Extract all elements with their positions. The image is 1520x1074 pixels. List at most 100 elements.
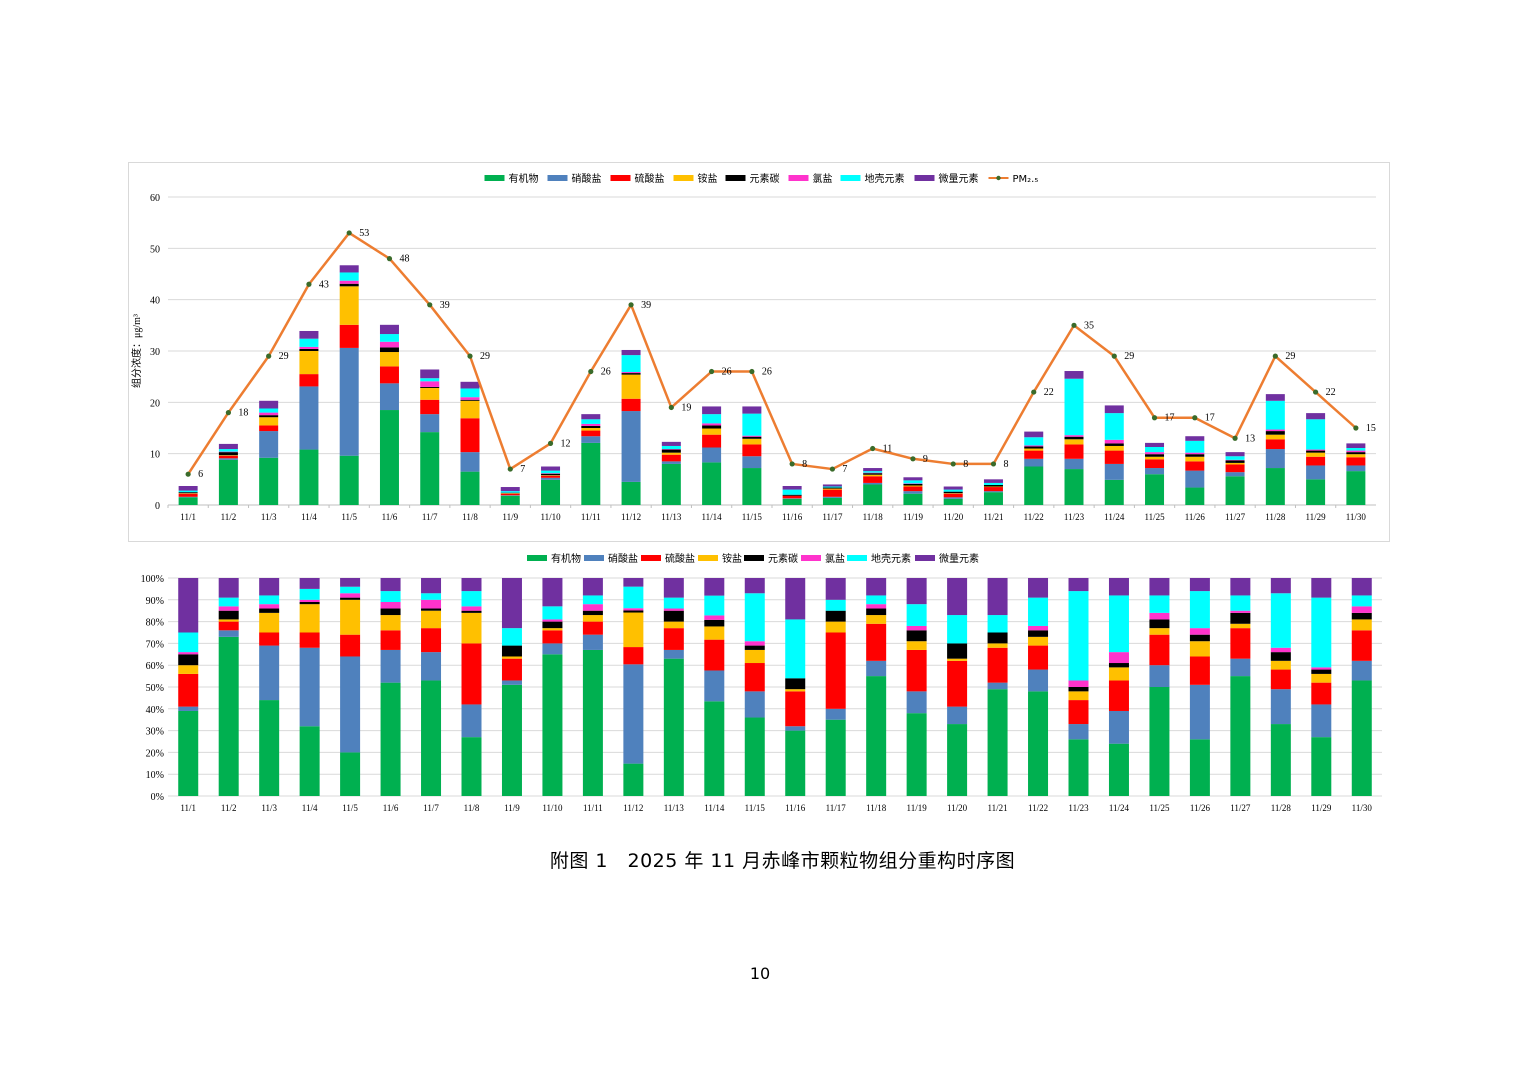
x-tick-label: 11/6 [382,512,398,522]
bar-segment [420,399,440,415]
percent-bar-segment [906,713,927,796]
percent-bar-segment [623,608,644,611]
percent-bar-segment [582,621,603,635]
percent-bar-segment [1351,630,1372,661]
x-tick-label: 11/15 [742,512,763,522]
percent-bar-segment [1230,578,1251,596]
bar-segment [379,341,399,348]
percent-bar-segment [1108,652,1129,664]
bar-segment [299,338,319,347]
bar-segment [822,496,842,498]
percent-bar-segment [1108,578,1129,596]
x-tick-label: 11/2 [221,512,237,522]
x-tick-label: 11/14 [702,512,723,522]
percent-bar-segment [542,628,563,631]
percent-bar-segment [380,591,401,602]
bar-segment [1265,434,1285,440]
bar-segment [782,498,802,499]
pm25-point [870,445,876,452]
percent-bar-segment [825,632,846,709]
percent-bar-segment [1189,739,1210,796]
legend-swatch [744,555,764,561]
percent-bar-segment [1311,682,1332,705]
bar-segment [621,373,641,375]
percent-bar-segment [1311,737,1332,796]
bar-segment [460,381,480,389]
bar-segment [259,457,279,505]
percent-bar-segment [1230,628,1251,659]
pm25-point [386,256,393,262]
bar-segment [178,490,198,493]
bar-segment [863,472,883,474]
percent-bar-segment [380,615,401,631]
percent-bar-segment [1189,656,1210,685]
percent-bar-segment [663,610,684,622]
x-tick-label: 11/1 [180,803,196,813]
percent-bar-segment [1270,660,1291,670]
bar-segment [1104,463,1124,480]
percent-bar-segment [1270,593,1291,648]
y-tick-label: 30 [150,347,160,358]
bar-segment [983,492,1003,505]
x-tick-label: 11/27 [1225,512,1246,522]
percent-bar-segment [340,599,361,635]
bar-segment [420,414,440,433]
percent-bar-segment [1068,591,1089,681]
legend-label: 氯盐 [825,552,845,565]
y-tick-label: 20% [146,748,164,759]
percent-bar-segment [542,621,563,629]
percent-bar-segment [582,610,603,616]
percent-bar-segment [744,717,765,796]
pm25-point [588,368,594,375]
percent-bar-segment [987,643,1008,648]
bar-segment [379,383,399,411]
percent-bar-segment [1068,724,1089,740]
bar-segment [339,265,359,273]
legend-swatch [788,175,809,181]
percent-bar-segment [259,578,280,596]
bar-segment [943,498,963,505]
bar-segment [943,489,963,492]
percent-bar-segment [218,621,239,631]
percent-bar-segment [299,632,320,648]
legend-label: 硫酸盐 [665,552,695,565]
percent-bar-segment [825,719,846,796]
percent-bar-segment [582,634,603,650]
percent-bar-segment [704,670,725,702]
percent-bar-segment [380,578,401,592]
bar-segment [500,493,520,494]
y-tick-label: 80% [146,618,164,629]
percent-bar-segment [704,626,725,640]
percent-bar-segment [259,595,280,605]
legend-label: 元素碳 [750,172,780,185]
bar-segment [1145,442,1165,447]
bar-segment [702,428,722,435]
bar-segment [661,463,681,505]
bar-segment [983,487,1003,492]
bar-segment [541,475,561,478]
bar-segment [1225,460,1245,463]
percent-bar-segment [1068,687,1089,692]
percent-bar-segment [1351,595,1372,607]
pm25-point [306,281,312,287]
bar-segment [742,444,762,457]
bar-segment [1024,450,1044,459]
x-tick-label: 11/5 [342,803,358,813]
bar-segment [1225,472,1245,477]
bar-segment [299,386,319,450]
x-tick-label: 11/8 [464,803,480,813]
pm25-point [266,353,272,359]
bar-segment [1346,443,1366,449]
percent-bar-segment [501,684,522,796]
pm25-line [187,231,1357,475]
y-tick-label: 40 [150,296,160,307]
percent-bar-segment [421,599,442,609]
bar-segment [702,423,722,426]
percent-bar-segment [299,599,320,602]
pm25-data-label: 35 [1084,320,1094,331]
pm25-data-label: 13 [1245,433,1255,444]
pm25-point [225,410,231,416]
x-tick-label: 11/20 [947,803,968,813]
percent-bar-segment [299,578,320,589]
pm25-data-label: 43 [319,279,329,290]
